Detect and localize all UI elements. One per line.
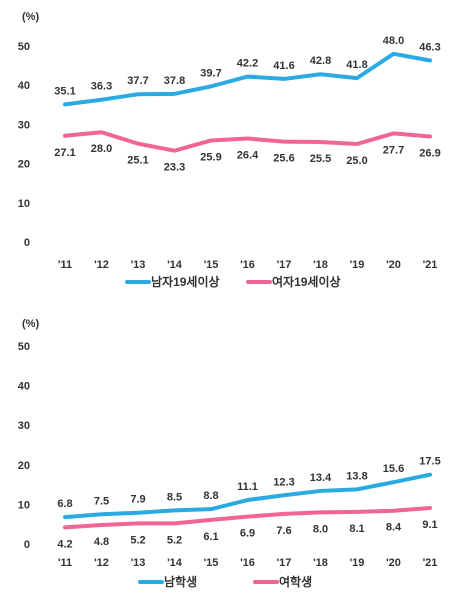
data-label: 27.7 — [383, 144, 404, 156]
x-tick-label: '19 — [350, 557, 365, 569]
x-tick-label: '16 — [240, 557, 255, 569]
x-tick-label: '12 — [94, 557, 109, 569]
data-label: 8.0 — [313, 523, 328, 535]
x-tick-label: '14 — [167, 259, 183, 271]
y-tick-label: 30 — [18, 420, 30, 432]
data-label: 12.3 — [273, 476, 294, 488]
data-label: 25.6 — [273, 153, 294, 165]
data-label: 41.8 — [346, 59, 367, 71]
data-label: 7.5 — [94, 495, 109, 507]
data-label: 6.1 — [203, 531, 218, 543]
x-tick-label: '18 — [313, 259, 328, 271]
y-tick-label: 30 — [18, 119, 30, 131]
data-label: 11.1 — [237, 481, 258, 493]
legend-label: 여자19세이상 — [272, 274, 341, 289]
data-label: 4.8 — [94, 536, 109, 548]
data-label: 8.1 — [349, 523, 364, 535]
x-tick-label: '14 — [167, 557, 183, 569]
data-label: 42.8 — [310, 55, 331, 67]
data-label: 35.1 — [54, 85, 75, 97]
data-label: 26.4 — [237, 150, 259, 162]
x-tick-label: '15 — [204, 557, 219, 569]
data-label: 41.6 — [273, 60, 294, 72]
y-tick-label: 50 — [18, 41, 30, 53]
series-line-2 — [63, 130, 432, 153]
data-label: 48.0 — [383, 35, 404, 47]
x-tick-label: '18 — [313, 557, 328, 569]
data-label: 9.1 — [422, 519, 437, 531]
x-tick-label: '13 — [131, 557, 146, 569]
y-tick-label: 40 — [18, 80, 30, 92]
legend-label: 여학생 — [279, 574, 312, 589]
y-tick-label: 40 — [18, 381, 30, 393]
x-tick-label: '20 — [386, 259, 401, 271]
data-label: 28.0 — [91, 143, 112, 155]
y-tick-label: 0 — [24, 237, 30, 249]
data-label: 5.2 — [167, 534, 182, 546]
x-tick-label: '12 — [94, 259, 109, 271]
y-tick-label: 0 — [24, 539, 30, 551]
y-tick-label: 10 — [18, 499, 30, 511]
x-tick-label: '21 — [423, 557, 438, 569]
data-label: 7.9 — [130, 494, 145, 506]
data-label: 23.3 — [164, 162, 185, 174]
x-tick-label: '16 — [240, 259, 255, 271]
data-label: 26.9 — [419, 148, 440, 160]
chart-1: (%) 0 10 20 30 40 50 '11 '12 '13 '14 '15 '16 '17 '18 '1… — [18, 11, 441, 289]
y-tick-label: 10 — [18, 198, 30, 210]
data-label: 25.1 — [127, 155, 148, 167]
data-label: 15.6 — [383, 463, 404, 475]
x-tick-label: '15 — [204, 259, 219, 271]
data-label: 6.9 — [240, 528, 255, 540]
data-label: 25.0 — [346, 155, 367, 167]
x-tick-label: '13 — [131, 259, 146, 271]
data-label: 39.7 — [200, 67, 221, 79]
data-label: 27.1 — [54, 147, 75, 159]
data-label: 8.5 — [167, 491, 182, 503]
data-label: 6.8 — [57, 498, 72, 510]
data-label: 25.9 — [200, 151, 221, 163]
unit-label: (%) — [22, 318, 39, 330]
data-label: 13.4 — [310, 472, 332, 484]
y-tick-label: 20 — [18, 460, 30, 472]
data-label: 8.4 — [386, 522, 402, 534]
data-label: 37.7 — [127, 75, 148, 87]
legend-label: 남학생 — [164, 574, 197, 589]
unit-label: (%) — [22, 11, 39, 23]
data-label: 46.3 — [419, 42, 440, 54]
data-label: 7.6 — [276, 525, 291, 537]
data-label: 36.3 — [91, 81, 112, 93]
x-tick-label: '11 — [58, 557, 72, 569]
data-label: 5.2 — [130, 534, 145, 546]
legend-label: 남자19세이상 — [151, 274, 220, 289]
x-tick-label: '21 — [423, 259, 438, 271]
series-line-1 — [63, 472, 432, 520]
data-label: 17.5 — [419, 456, 440, 468]
x-tick-label: '11 — [58, 259, 72, 271]
x-tick-label: '17 — [277, 259, 292, 271]
x-tick-label: '20 — [386, 557, 401, 569]
data-label: 4.2 — [57, 538, 72, 550]
series-line-1 — [63, 51, 432, 107]
data-label: 13.8 — [346, 470, 367, 482]
x-tick-label: '19 — [350, 259, 365, 271]
data-label: 42.2 — [237, 58, 258, 70]
x-tick-label: '17 — [277, 557, 292, 569]
data-label: 8.8 — [203, 490, 218, 502]
y-tick-label: 50 — [18, 341, 30, 353]
data-label: 37.8 — [164, 75, 185, 87]
data-label: 25.5 — [310, 153, 331, 165]
series-line-2 — [63, 505, 432, 530]
chart-2: (%) 0 10 20 30 40 50 '11 '12 '13 '14 '15 '16 '17 '18 '1… — [18, 318, 441, 589]
y-tick-label: 20 — [18, 159, 30, 171]
